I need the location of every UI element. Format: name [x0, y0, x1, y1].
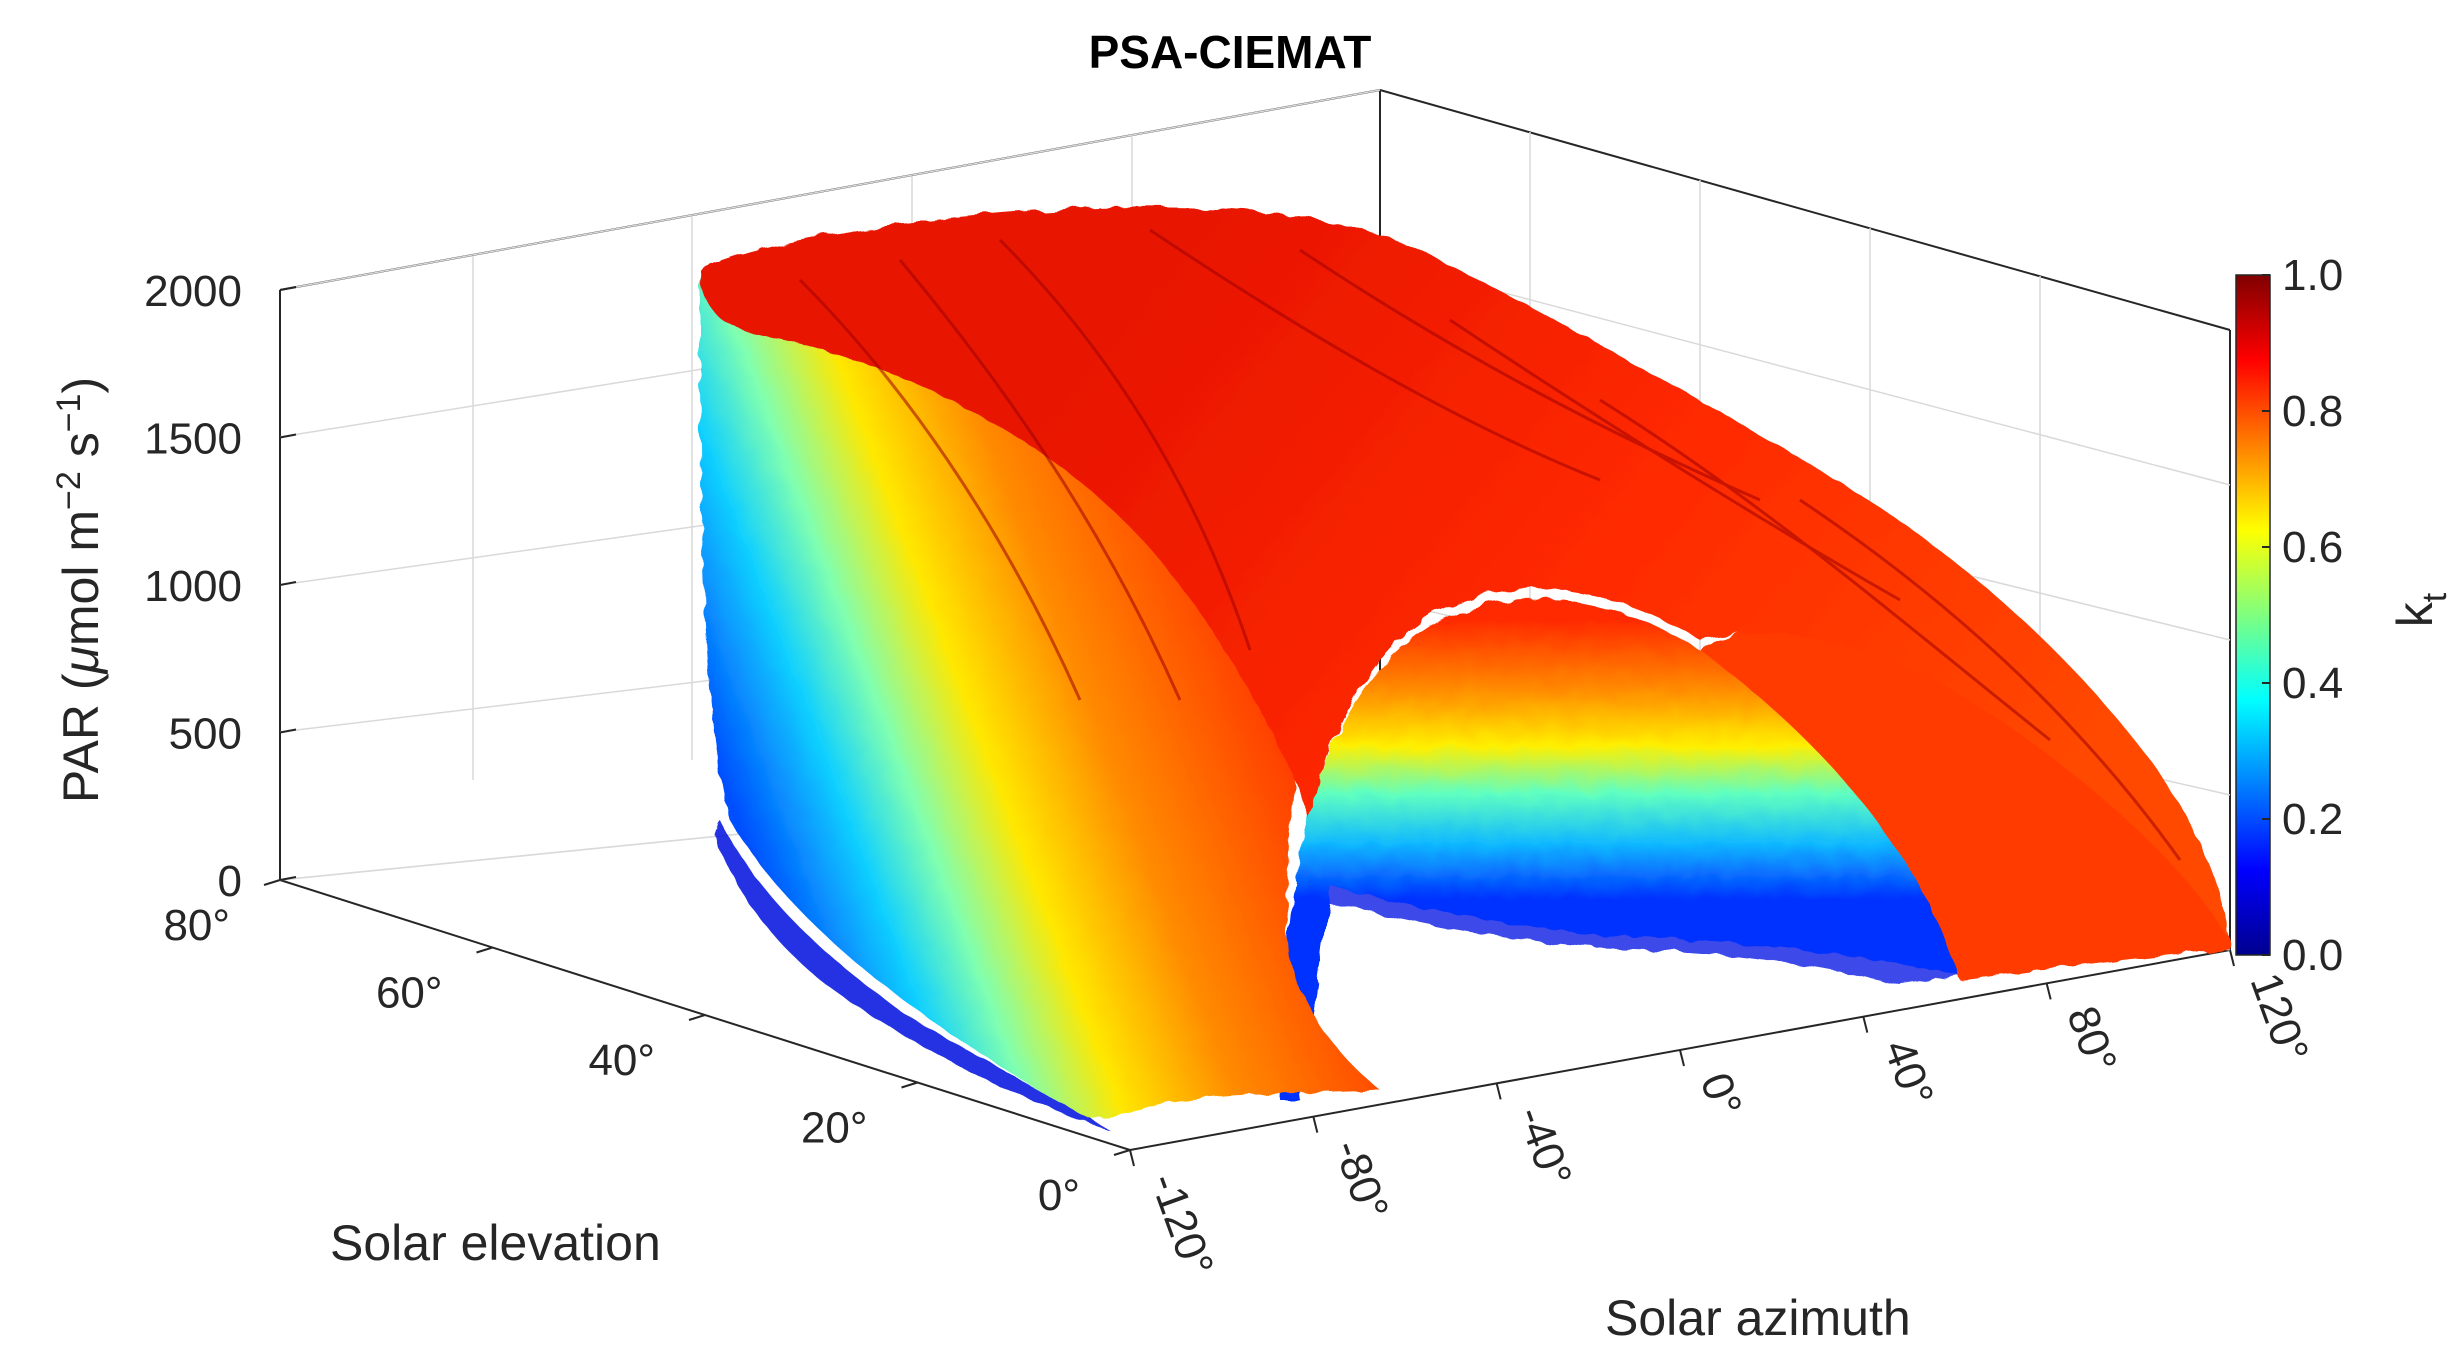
x-tick-mark: [1679, 1049, 1685, 1067]
z-tick-label: 1000: [144, 562, 242, 611]
colorbar-tick-label: 0.8: [2282, 387, 2343, 436]
y-axis-label: Solar elevation: [330, 1215, 661, 1271]
z-tick-mark: [279, 581, 297, 586]
x-tick-label-group: -80°: [1324, 1133, 1398, 1226]
z-tick-label: 2000: [144, 267, 242, 316]
z-axis-label: PAR (μmol m−2 s−1): [50, 377, 109, 803]
x-tick-mark: [1312, 1116, 1319, 1133]
colorbar-gradient: [2235, 274, 2271, 956]
y-axis-ticks: 0° 20° 40° 60° 80°: [163, 879, 1131, 1220]
z-axis-ticks: 0 500 1000 1500 2000: [144, 267, 297, 906]
x-axis-label: Solar azimuth: [1605, 1290, 1911, 1346]
x-tick-label: 80°: [2057, 1000, 2126, 1079]
x-tick-label: -40°: [1507, 1100, 1581, 1193]
y-tick-mark: [263, 879, 281, 886]
y-tick-label: 80°: [163, 901, 230, 950]
colorbar-ticks: 0.0 0.2 0.4 0.6 0.8 1.0: [2262, 251, 2343, 980]
x-tick-label: 40°: [1874, 1033, 1943, 1112]
box-line: [1379, 89, 2231, 331]
x-tick-label: -80°: [1324, 1133, 1398, 1226]
colorbar-tick-label: 0.2: [2282, 795, 2343, 844]
x-tick-label: -120°: [1141, 1167, 1223, 1283]
z-tick-mark: [279, 433, 297, 439]
x-tick-label-group: 0°: [1691, 1067, 1751, 1123]
z-tick-label: 500: [169, 710, 242, 759]
x-tick-mark: [1495, 1083, 1502, 1100]
x-tick-mark: [2045, 983, 2052, 1000]
x-tick-label-group: 80°: [2057, 1000, 2126, 1079]
surface-streaks: [798, 228, 2182, 861]
x-tick-label: 0°: [1691, 1067, 1751, 1123]
x-tick-label-group: 40°: [1874, 1033, 1943, 1112]
chart-title: PSA-CIEMAT: [1089, 26, 1372, 78]
y-tick-mark: [1113, 1149, 1131, 1156]
y-tick-label: 60°: [376, 969, 443, 1018]
x-tick-mark: [1862, 1016, 1869, 1033]
colorbar-tick-label: 1.0: [2282, 251, 2343, 300]
y-tick-mark: [901, 1081, 918, 1089]
x-tick-label-group: 120°: [2241, 967, 2318, 1069]
surface-right-wing: [1700, 627, 2232, 980]
colorbar-tick-label: 0.4: [2282, 659, 2343, 708]
y-tick-label: 20°: [801, 1104, 868, 1153]
colorbar-tick-label: 0.0: [2282, 931, 2343, 980]
x-tick-label-group: -40°: [1507, 1100, 1581, 1193]
x-tick-label-group: -120°: [1141, 1167, 1223, 1283]
z-tick-mark: [279, 286, 297, 291]
x-tick-mark: [1129, 1149, 1135, 1167]
z-tick-mark: [279, 876, 297, 881]
y-tick-mark: [688, 1014, 706, 1021]
y-tick-label: 40°: [588, 1036, 655, 1085]
colorbar-tick-label: 0.6: [2282, 523, 2343, 572]
z-tick-label: 0: [218, 857, 242, 906]
surface-top: [700, 206, 2230, 941]
colorbar-label: kt: [2387, 592, 2454, 627]
x-tick-label: 120°: [2241, 967, 2318, 1069]
x-tick-mark: [2229, 949, 2235, 967]
z-tick-mark: [279, 728, 297, 734]
scatter-surface: [700, 206, 2232, 1130]
y-tick-mark: [476, 946, 493, 954]
colorbar: 0.0 0.2 0.4 0.6 0.8 1.0 kt: [2235, 251, 2454, 980]
y-tick-label: 0°: [1038, 1171, 1080, 1220]
z-tick-label: 1500: [144, 415, 242, 464]
